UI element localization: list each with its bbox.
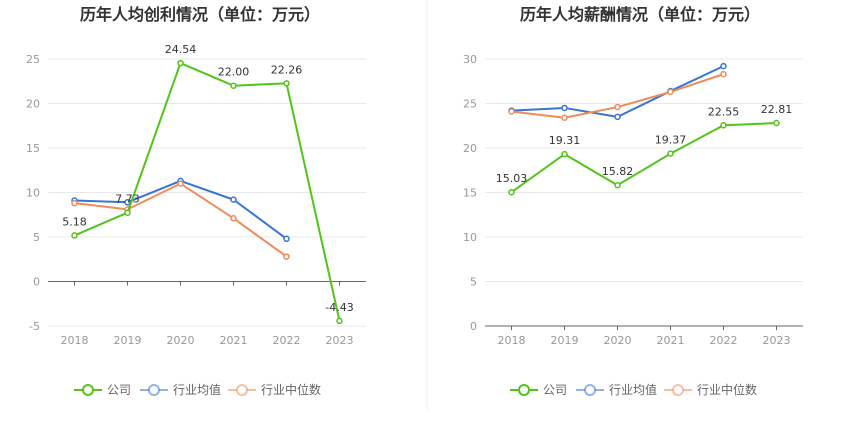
y-tick-label: 0: [33, 276, 40, 289]
x-tick-label: 2019: [551, 334, 579, 347]
chart-title: 历年人均薪酬情况（单位：万元）: [520, 5, 760, 24]
data-label: 19.31: [549, 134, 581, 147]
legend-label: 行业均值: [609, 382, 657, 397]
legend-label: 公司: [107, 383, 131, 397]
chart-title: 历年人均创利情况（单位：万元）: [80, 5, 320, 24]
data-label: 22.26: [271, 63, 303, 76]
legend-marker: [236, 384, 248, 396]
legend-marker: [82, 384, 94, 396]
legend-label: 公司: [543, 383, 567, 397]
y-tick-label: -5: [29, 320, 40, 333]
data-point: [614, 113, 621, 121]
legend-item[interactable]: 行业中位数: [228, 382, 321, 397]
y-tick-label: 30: [463, 53, 477, 66]
legend-label: 行业中位数: [261, 382, 321, 397]
data-point: [561, 114, 568, 121]
y-tick-label: 5: [470, 276, 477, 289]
data-point: [71, 199, 78, 207]
y-tick-label: 25: [26, 53, 40, 66]
data-label: 15.03: [496, 172, 528, 185]
data-point: [230, 196, 237, 203]
legend-label: 行业中位数: [697, 382, 757, 397]
data-point: [283, 235, 290, 243]
y-tick-label: 0: [470, 320, 477, 333]
legend-marker: [148, 384, 160, 396]
x-tick-label: 2020: [604, 334, 632, 347]
series-line: [74, 62, 341, 322]
y-tick-label: 20: [463, 142, 477, 155]
x-tick-label: 2022: [710, 334, 738, 347]
x-tick-label: 2020: [167, 334, 195, 347]
data-point: [230, 215, 237, 222]
legend-item[interactable]: 行业均值: [140, 382, 221, 397]
x-tick-label: 2023: [763, 334, 791, 347]
series-line: [74, 182, 288, 258]
data-point: [283, 253, 290, 260]
data-point: [71, 232, 78, 239]
series-line: [74, 179, 288, 240]
data-point: [720, 122, 727, 129]
data-point: [177, 59, 184, 67]
data-label: 22.81: [761, 103, 793, 116]
chart-1: 历年人均创利情况（单位：万元） -5 0 5 10 15 20 25 2018 2019 2020 2…: [26, 5, 366, 397]
data-label: -4.43: [325, 301, 353, 314]
y-tick-label: 15: [463, 187, 477, 200]
x-tick-label: 2018: [498, 334, 526, 347]
data-label: 7.73: [115, 193, 140, 206]
data-label: 15.82: [602, 165, 634, 178]
data-label: 19.37: [655, 134, 687, 147]
y-tick-label: 10: [463, 231, 477, 244]
series-line: [510, 121, 777, 194]
x-tick-label: 2018: [61, 334, 89, 347]
data-point: [614, 181, 621, 189]
y-tick-label: 20: [26, 98, 40, 111]
data-point: [773, 119, 780, 127]
data-point: [283, 80, 290, 87]
data-point: [614, 103, 621, 111]
data-label: 22.55: [708, 105, 740, 118]
legend-item[interactable]: 公司: [74, 383, 131, 397]
data-point: [667, 150, 674, 157]
data-point: [667, 88, 674, 96]
data-point: [124, 199, 131, 206]
y-tick-label: 15: [26, 142, 40, 155]
data-point: [177, 180, 184, 187]
x-tick-label: 2019: [114, 334, 142, 347]
data-point: [508, 188, 515, 196]
x-tick-label: 2021: [220, 334, 248, 347]
y-tick-label: 5: [33, 231, 40, 244]
data-point: [230, 82, 237, 89]
data-label: 5.18: [62, 215, 87, 228]
chart-2: 历年人均薪酬情况（单位：万元） 0 5 10 15 20 25 30 2018 2019 2020 2…: [463, 5, 803, 397]
data-label: 24.54: [165, 43, 197, 56]
data-point: [124, 209, 131, 216]
data-point: [561, 104, 568, 112]
data-point: [336, 317, 343, 325]
legend-label: 行业均值: [173, 382, 221, 397]
y-tick-label: 25: [463, 98, 477, 111]
x-tick-label: 2022: [273, 334, 301, 347]
data-point: [720, 70, 727, 78]
y-tick-label: 10: [26, 187, 40, 200]
legend-item[interactable]: 行业中位数: [664, 382, 757, 397]
legend-item[interactable]: 公司: [510, 383, 567, 397]
x-tick-label: 2023: [326, 334, 354, 347]
legend-marker: [584, 384, 596, 396]
legend-item[interactable]: 行业均值: [576, 382, 657, 397]
legend-marker: [518, 384, 530, 396]
data-point: [508, 108, 515, 115]
data-point: [561, 150, 568, 158]
legend-marker: [672, 384, 684, 396]
data-label: 22.00: [218, 66, 250, 79]
data-point: [720, 62, 727, 70]
x-tick-label: 2021: [657, 334, 685, 347]
